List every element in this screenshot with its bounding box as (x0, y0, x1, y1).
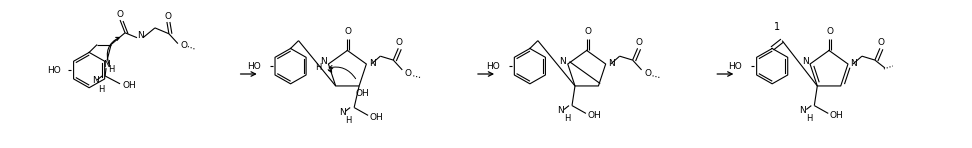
Text: H: H (564, 114, 571, 123)
Text: OH: OH (355, 89, 369, 98)
Text: HO: HO (486, 62, 500, 71)
Text: O: O (584, 27, 591, 36)
Text: HO: HO (48, 66, 61, 75)
Text: O: O (878, 38, 885, 47)
Text: O: O (396, 38, 402, 47)
Text: O: O (644, 69, 651, 78)
Text: N: N (91, 76, 98, 85)
Text: N: N (608, 58, 615, 67)
Text: N: N (559, 57, 566, 66)
Text: O: O (404, 69, 412, 78)
Text: O: O (117, 10, 123, 19)
Text: 1: 1 (774, 22, 781, 32)
Text: OH: OH (587, 111, 601, 120)
Text: O: O (181, 41, 188, 50)
Text: HO: HO (729, 62, 743, 71)
Text: OH: OH (829, 111, 843, 120)
Text: H: H (806, 114, 813, 123)
Text: OH: OH (369, 113, 383, 122)
Text: N: N (369, 58, 376, 67)
Text: N: N (557, 106, 564, 115)
Text: N: N (103, 60, 110, 69)
Text: H: H (345, 116, 351, 125)
Text: H: H (108, 65, 115, 74)
Text: H: H (315, 63, 322, 72)
Text: OH: OH (122, 81, 136, 90)
Text: O: O (635, 38, 642, 47)
Text: H: H (98, 85, 104, 94)
Text: N: N (320, 57, 327, 66)
Text: N: N (138, 31, 145, 40)
Text: N: N (799, 106, 806, 115)
Text: N: N (802, 57, 809, 66)
Text: HO: HO (247, 62, 260, 71)
Text: O: O (345, 27, 352, 36)
Text: O: O (164, 12, 171, 21)
Text: N: N (850, 58, 857, 67)
Text: O: O (826, 27, 834, 36)
Text: N: N (339, 108, 345, 117)
